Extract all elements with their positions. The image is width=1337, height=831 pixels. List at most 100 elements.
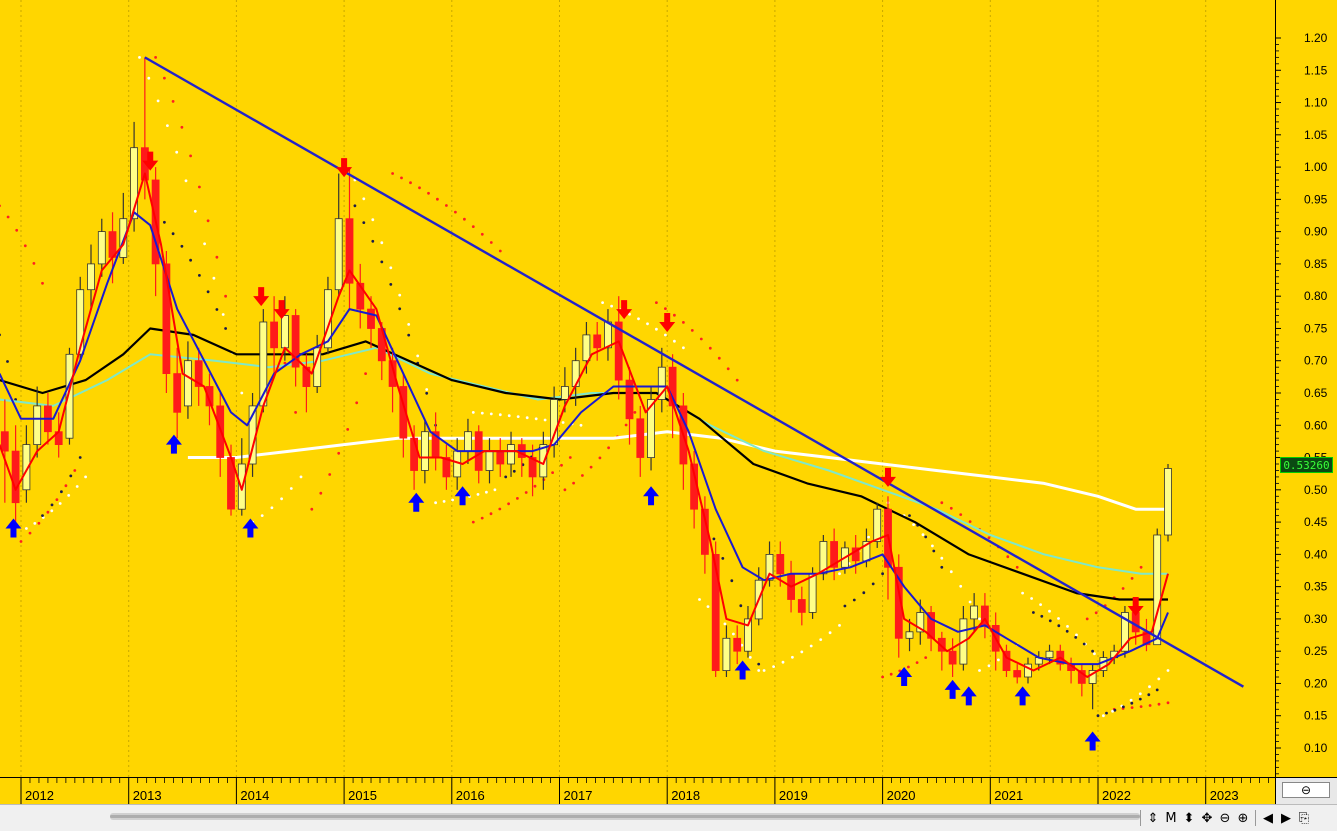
ma-slower-line bbox=[0, 346, 1168, 575]
sar-dot bbox=[37, 521, 41, 525]
price-tick-label: 0.15 bbox=[1304, 709, 1328, 723]
candle-body bbox=[873, 508, 882, 542]
sar-dot bbox=[33, 522, 37, 525]
scrollbar-thumb[interactable] bbox=[110, 813, 1140, 820]
candle-body bbox=[948, 650, 957, 665]
sar-dot bbox=[389, 266, 393, 270]
price-tick-label: 0.30 bbox=[1304, 612, 1328, 626]
sar-dot bbox=[1147, 693, 1151, 697]
candle bbox=[140, 57, 149, 200]
candle bbox=[625, 367, 634, 445]
sar-dot bbox=[507, 502, 510, 506]
zoom-out-icon[interactable]: ⊖ bbox=[1219, 810, 1231, 826]
sar-dot bbox=[175, 150, 179, 154]
sar-dot bbox=[664, 307, 667, 310]
sar-dot bbox=[75, 485, 79, 488]
sar-dot bbox=[418, 186, 421, 190]
year-label: 2013 bbox=[133, 788, 162, 803]
candle-body bbox=[194, 360, 203, 387]
price-tick-label: 1.10 bbox=[1304, 96, 1328, 110]
candle bbox=[894, 554, 903, 658]
zoom-in-icon[interactable]: ⊕ bbox=[1237, 810, 1249, 826]
candle bbox=[97, 218, 106, 277]
sar-dot bbox=[198, 185, 201, 189]
sar-dot bbox=[908, 514, 911, 517]
sar-dot bbox=[568, 456, 572, 459]
zoom-reset-button[interactable]: ⊖ bbox=[1282, 782, 1330, 798]
sar-dot bbox=[319, 491, 323, 495]
sar-dot bbox=[32, 262, 36, 265]
sar-dot bbox=[534, 417, 538, 421]
sar-dot bbox=[601, 301, 604, 304]
sar-dot bbox=[436, 197, 439, 201]
candle-body bbox=[1077, 670, 1086, 684]
buy-signal-arrow bbox=[165, 434, 182, 454]
sar-dot bbox=[735, 378, 739, 382]
plot-area[interactable] bbox=[0, 0, 1275, 777]
sar-dot bbox=[198, 274, 201, 277]
price-tick-label: 0.35 bbox=[1304, 580, 1328, 594]
candle bbox=[959, 606, 968, 671]
sar-dot bbox=[561, 421, 565, 424]
sar-dot bbox=[633, 411, 637, 414]
price-tick-label: 0.65 bbox=[1304, 386, 1328, 400]
candle-body bbox=[33, 405, 42, 445]
candle-body bbox=[819, 541, 828, 575]
horizontal-scrollbar[interactable] bbox=[110, 813, 1140, 820]
vertical-resize-icon[interactable]: ⬍ bbox=[1183, 810, 1195, 826]
axis-corner: ⊖ bbox=[1275, 777, 1337, 804]
sar-dot bbox=[362, 197, 366, 201]
candle bbox=[1045, 644, 1054, 665]
sar-dot bbox=[931, 544, 934, 548]
candle-body bbox=[291, 315, 300, 368]
pan-icon[interactable]: ✥ bbox=[1201, 810, 1213, 826]
sar-dot bbox=[563, 488, 567, 492]
sar-dot bbox=[757, 669, 761, 672]
sar-dot bbox=[997, 658, 1000, 662]
sar-dot bbox=[294, 411, 297, 414]
price-tick-label: 0.70 bbox=[1304, 354, 1328, 368]
sar-dot bbox=[940, 501, 944, 505]
sar-dot bbox=[67, 494, 71, 497]
candle-body bbox=[970, 605, 978, 620]
candle bbox=[507, 431, 515, 477]
price-chart[interactable] bbox=[0, 0, 1275, 777]
price-axis[interactable]: 1.20 1.15 1.10 1.05 1.00 0.95 0.90 0.85 0.80 0.75… bbox=[1275, 0, 1337, 777]
candle bbox=[744, 606, 752, 658]
candle bbox=[937, 631, 946, 671]
price-tick-label: 0.50 bbox=[1304, 483, 1328, 497]
candle-body bbox=[711, 554, 720, 672]
candle-body bbox=[927, 612, 935, 639]
sar-dot bbox=[73, 469, 77, 472]
candle-body bbox=[130, 147, 139, 220]
sar-dot bbox=[1157, 702, 1161, 706]
candle bbox=[604, 309, 612, 361]
year-label: 2014 bbox=[240, 788, 269, 803]
price-tick-label: 1.15 bbox=[1304, 63, 1328, 77]
sar-dot bbox=[454, 210, 457, 214]
sar-dot bbox=[270, 506, 274, 510]
scroll-right-icon[interactable]: ▶ bbox=[1281, 810, 1291, 826]
sar-red-series bbox=[0, 56, 1170, 711]
price-axis-ticks: 1.20 1.15 1.10 1.05 1.00 0.95 0.90 0.85 0.80 0.75… bbox=[1276, 31, 1328, 775]
candle-body bbox=[464, 431, 472, 452]
copy-icon[interactable]: ⎘ bbox=[1298, 810, 1310, 826]
sar-dot bbox=[655, 327, 658, 331]
candle-body bbox=[356, 282, 365, 310]
sar-dot bbox=[400, 176, 403, 180]
candle-body bbox=[625, 379, 634, 420]
sar-dot bbox=[1040, 614, 1044, 618]
marker-button[interactable]: M bbox=[1165, 810, 1177, 826]
time-axis[interactable]: 2012 2013 2014 2015 2016 2017 2018 2019 2020 2021… bbox=[0, 777, 1275, 804]
ma-mid-line bbox=[0, 211, 1169, 666]
sar-dot bbox=[610, 304, 613, 308]
candle bbox=[1088, 664, 1097, 710]
vertical-scale-icon[interactable]: ⇕ bbox=[1147, 810, 1159, 826]
sar-dot bbox=[476, 493, 480, 496]
candle-body bbox=[593, 334, 602, 349]
scroll-left-icon[interactable]: ◀ bbox=[1263, 810, 1273, 826]
sar-dot bbox=[28, 531, 32, 535]
sar-dot bbox=[425, 391, 429, 395]
candle-body bbox=[22, 444, 31, 491]
sar-dot bbox=[451, 498, 454, 502]
